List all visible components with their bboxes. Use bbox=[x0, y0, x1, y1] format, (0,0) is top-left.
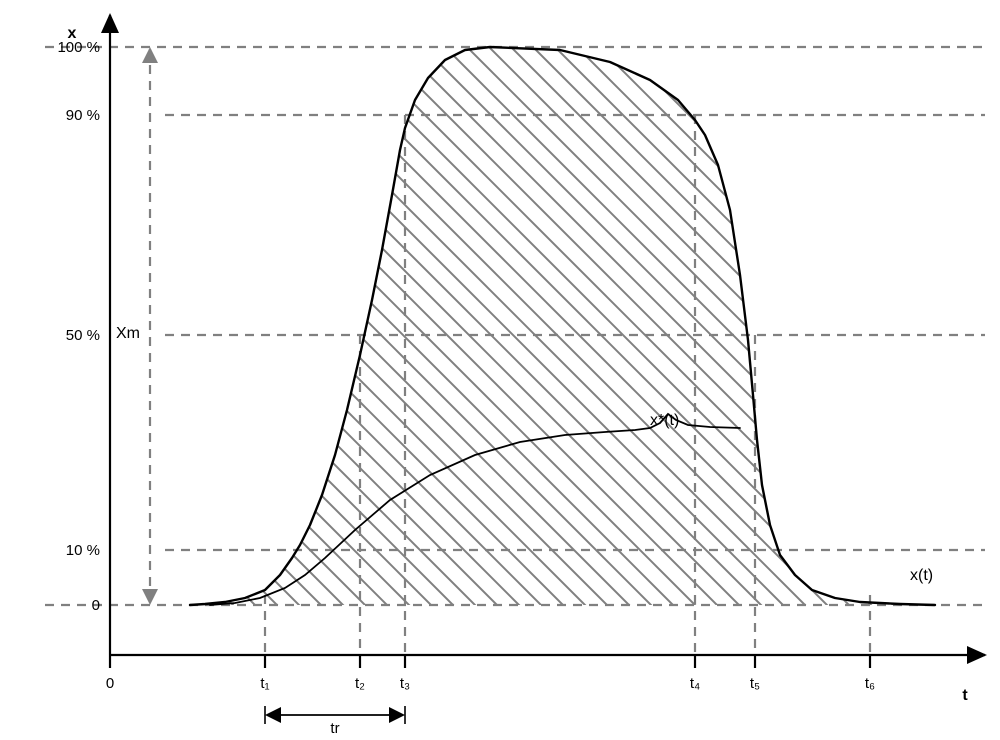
amp-arrow-head-top bbox=[142, 47, 158, 63]
tr-arrow-head-left bbox=[265, 707, 281, 723]
ylab-90: 90 % bbox=[66, 107, 100, 124]
ylab-50: 50 % bbox=[66, 327, 100, 344]
ylab-10: 10 % bbox=[66, 542, 100, 559]
xtick-t1-label: t₁ bbox=[260, 675, 269, 692]
x-axis-arrow bbox=[967, 646, 987, 664]
xtick-t6-label: t₆ bbox=[865, 675, 875, 692]
xtick-t4-label: t₄ bbox=[690, 675, 700, 692]
y-axis-arrow bbox=[101, 13, 119, 33]
y-axis-label: x bbox=[68, 25, 77, 42]
x-axis-label: t bbox=[962, 687, 968, 704]
tr-arrow-head-right bbox=[389, 707, 405, 723]
amp-label: Xm bbox=[116, 325, 140, 342]
xtick-0-label: 0 bbox=[106, 675, 114, 692]
label-x-star: x*(t) bbox=[650, 412, 679, 429]
ylab-100: 100 % bbox=[57, 39, 100, 56]
tr-label: tr bbox=[330, 720, 339, 737]
curve-x-of-t bbox=[190, 47, 935, 605]
amp-arrow-head-bot bbox=[142, 589, 158, 605]
ylab-0: 0 bbox=[92, 597, 100, 614]
xtick-t5-label: t₅ bbox=[750, 675, 760, 692]
xtick-t3-label: t₃ bbox=[400, 675, 410, 692]
xtick-t2-label: t₂ bbox=[355, 675, 365, 692]
label-x-of-t: x(t) bbox=[910, 567, 933, 584]
curve-x-star bbox=[210, 414, 740, 605]
